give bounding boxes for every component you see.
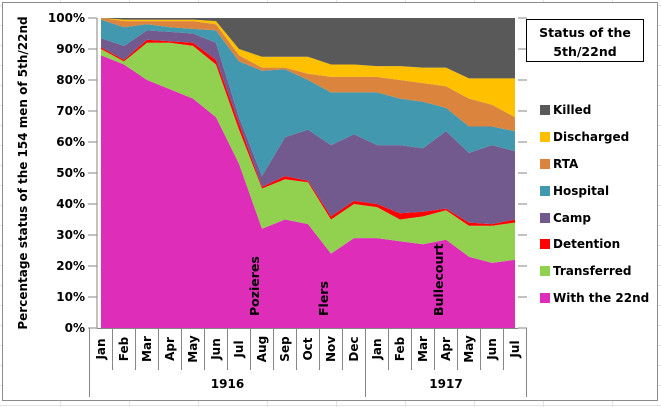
area-discharged xyxy=(101,18,515,118)
y-tick-label: 30% xyxy=(56,228,85,242)
legend-label: With the 22nd xyxy=(553,290,650,305)
area-transferred xyxy=(101,42,515,263)
x-tick-label: Feb xyxy=(393,336,407,361)
legend-title-line1: Status of the xyxy=(539,25,631,40)
area-rta xyxy=(101,18,515,132)
x-tick-label: Mar xyxy=(416,336,430,362)
y-tick-label: 100% xyxy=(48,11,85,25)
y-tick-label: 60% xyxy=(56,135,85,149)
annotation-bullecourt: Bullecourt xyxy=(431,243,446,316)
y-tick-label: 10% xyxy=(56,290,85,304)
legend-label: Discharged xyxy=(553,130,630,145)
x-tick-label: Feb xyxy=(117,336,131,361)
x-tick-label: May xyxy=(186,335,200,363)
legend-swatch xyxy=(540,185,550,196)
legend-item-with-the-22nd: With the 22nd xyxy=(540,285,649,312)
legend-swatch xyxy=(540,239,550,250)
x-tick-label: Apr xyxy=(163,337,177,361)
legend-title-line2: 5th/22nd xyxy=(553,44,617,59)
x-tick-label: Mar xyxy=(140,336,154,362)
x-tick-label: Jun xyxy=(209,338,223,361)
area-killed xyxy=(101,18,515,79)
annotation-pozieres: Pozieres xyxy=(247,256,262,316)
legend-title: Status of the 5th/22nd xyxy=(526,19,644,62)
y-tick-label: 0% xyxy=(65,321,85,335)
legend-label: Transferred xyxy=(553,264,632,279)
year-label: 1917 xyxy=(429,377,462,391)
legend-swatch xyxy=(540,266,550,277)
legend-swatch xyxy=(540,132,550,143)
x-tick-label: Aug xyxy=(255,336,269,362)
x-tick-label: Apr xyxy=(439,337,453,361)
x-tick-label: Dec xyxy=(347,336,361,361)
y-tick-label: 70% xyxy=(56,104,85,118)
x-tick-label: Oct xyxy=(301,337,315,360)
year-label: 1916 xyxy=(211,377,244,391)
legend-swatch xyxy=(540,105,550,116)
legend-item-camp: Camp xyxy=(540,204,649,231)
legend-swatch xyxy=(540,212,550,223)
x-tick-label: Jul xyxy=(232,340,246,358)
x-tick-label: May xyxy=(462,335,476,363)
x-tick-label: Jan xyxy=(370,338,384,360)
area-with-the-22nd xyxy=(101,55,515,328)
legend-item-hospital: Hospital xyxy=(540,177,649,204)
y-tick-label: 40% xyxy=(56,197,85,211)
legend: Killed Discharged RTA Hospital Camp Detention… xyxy=(540,97,649,311)
x-tick-label: Jun xyxy=(485,338,499,361)
area-camp xyxy=(101,30,515,225)
x-tick-label: Nov xyxy=(324,336,338,362)
legend-item-killed: Killed xyxy=(540,97,649,124)
annotation-flers: Flers xyxy=(316,281,331,316)
y-tick-label: 80% xyxy=(56,73,85,87)
legend-swatch xyxy=(540,292,550,303)
annotations: Pozieres Flers Bullecourt xyxy=(247,243,446,316)
legend-label: Detention xyxy=(553,237,621,252)
legend-swatch xyxy=(540,158,550,169)
x-tick-label: Jul xyxy=(508,340,522,358)
y-tick-label: 50% xyxy=(56,166,85,180)
area-hospital xyxy=(101,19,515,177)
legend-item-detention: Detention xyxy=(540,231,649,258)
y-axis-label: Percentage status of the 154 men of 5th/… xyxy=(16,16,30,329)
legend-label: Killed xyxy=(553,103,592,118)
axes: 0% 10% 20% 30% 40% 50% 60% 70% 80% 90% 100% Jan Feb M… xyxy=(48,11,527,397)
legend-item-discharged: Discharged xyxy=(540,124,649,151)
legend-label: Camp xyxy=(553,210,591,225)
y-tick-label: 90% xyxy=(56,42,85,56)
legend-item-transferred: Transferred xyxy=(540,258,649,285)
legend-item-rta: RTA xyxy=(540,151,649,178)
x-tick-label: Sep xyxy=(278,336,292,362)
y-tick-label: 20% xyxy=(56,259,85,273)
x-tick-label: Jan xyxy=(94,338,108,360)
legend-label: RTA xyxy=(553,156,579,171)
series-areas xyxy=(101,18,515,328)
legend-label: Hospital xyxy=(553,183,610,198)
